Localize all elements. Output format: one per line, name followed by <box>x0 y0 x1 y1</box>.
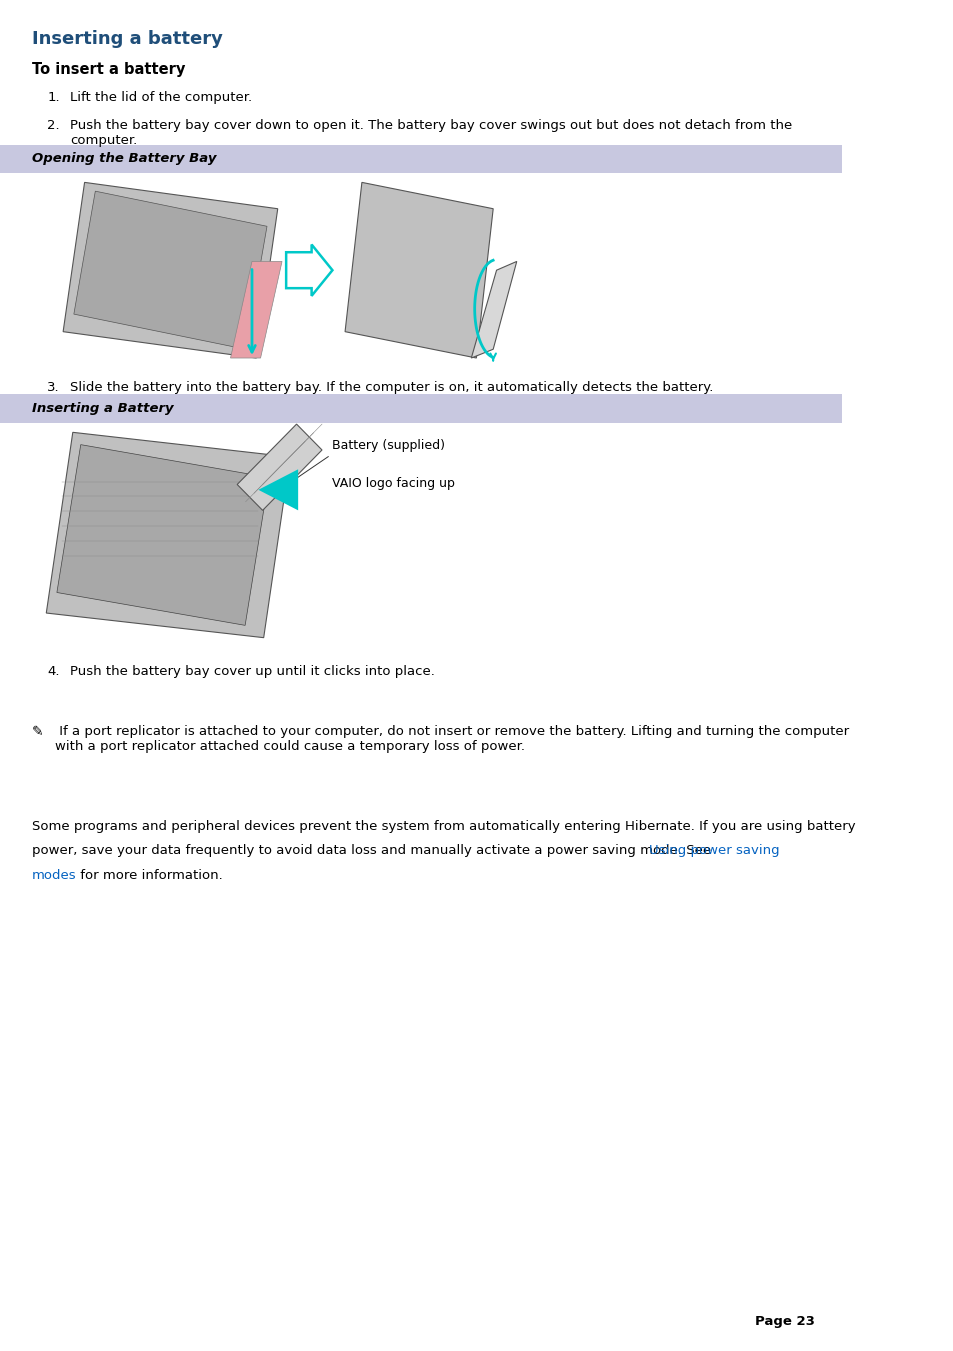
Text: Using power saving: Using power saving <box>648 844 779 858</box>
Text: Inserting a Battery: Inserting a Battery <box>32 403 173 415</box>
Polygon shape <box>237 424 322 511</box>
Text: Push the battery bay cover down to open it. The battery bay cover swings out but: Push the battery bay cover down to open … <box>70 119 791 147</box>
Polygon shape <box>231 262 282 358</box>
Text: If a port replicator is attached to your computer, do not insert or remove the b: If a port replicator is attached to your… <box>54 725 848 754</box>
Text: Opening the Battery Bay: Opening the Battery Bay <box>32 153 216 165</box>
Bar <box>0 394 841 423</box>
Text: 3.: 3. <box>47 381 60 394</box>
Polygon shape <box>57 444 269 626</box>
Polygon shape <box>63 182 277 358</box>
Text: power, save your data frequently to avoid data loss and manually activate a powe: power, save your data frequently to avoi… <box>32 844 715 858</box>
Text: 1.: 1. <box>47 91 60 104</box>
Text: 2.: 2. <box>47 119 60 132</box>
Text: VAIO logo facing up: VAIO logo facing up <box>332 477 455 490</box>
Polygon shape <box>47 432 290 638</box>
Text: for more information.: for more information. <box>75 869 222 882</box>
Text: Push the battery bay cover up until it clicks into place.: Push the battery bay cover up until it c… <box>70 665 435 678</box>
Bar <box>0 145 841 173</box>
Text: 4.: 4. <box>47 665 60 678</box>
Text: To insert a battery: To insert a battery <box>32 62 185 77</box>
Text: ✎: ✎ <box>32 725 44 739</box>
Text: Some programs and peripheral devices prevent the system from automatically enter: Some programs and peripheral devices pre… <box>32 820 855 834</box>
Polygon shape <box>345 182 493 358</box>
Polygon shape <box>73 192 267 350</box>
Text: Slide the battery into the battery bay. If the computer is on, it automatically : Slide the battery into the battery bay. … <box>70 381 713 394</box>
Polygon shape <box>258 469 298 511</box>
Text: Lift the lid of the computer.: Lift the lid of the computer. <box>70 91 252 104</box>
Text: Battery (supplied): Battery (supplied) <box>332 439 445 453</box>
Text: Inserting a battery: Inserting a battery <box>32 30 223 47</box>
Text: modes: modes <box>32 869 76 882</box>
Polygon shape <box>471 262 517 358</box>
Text: Page 23: Page 23 <box>754 1315 814 1328</box>
